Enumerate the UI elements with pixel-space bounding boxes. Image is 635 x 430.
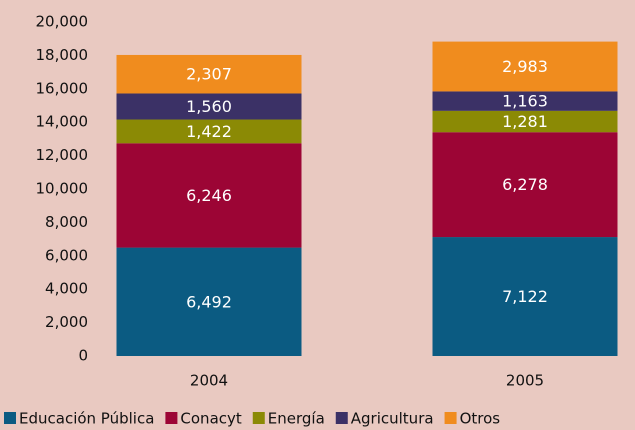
- y-tick-label: 4,000: [45, 280, 88, 298]
- value-label: 2,983: [502, 57, 548, 76]
- x-tick-label: 2005: [506, 372, 544, 390]
- bar-segment: [432, 110, 618, 133]
- x-tick-label: 2004: [190, 372, 228, 390]
- value-label: 6,492: [186, 292, 232, 311]
- y-tick-label: 14,000: [36, 113, 89, 131]
- legend-label: Educación Pública: [19, 410, 154, 428]
- legend-swatch: [4, 412, 16, 424]
- y-tick-label: 2,000: [45, 313, 88, 331]
- bar-segment: [116, 93, 302, 120]
- y-tick-label: 8,000: [45, 213, 88, 231]
- y-tick-label: 0: [78, 347, 88, 365]
- value-label: 1,281: [502, 112, 548, 131]
- value-label: 1,560: [186, 97, 232, 116]
- value-label: 1,163: [502, 92, 548, 111]
- legend-swatch: [165, 412, 178, 424]
- y-tick-label: 20,000: [36, 13, 89, 31]
- value-label: 6,246: [186, 186, 232, 205]
- value-label: 6,278: [502, 175, 548, 194]
- legend-swatch: [335, 412, 348, 424]
- y-tick-label: 12,000: [36, 146, 89, 164]
- bar-segment: [116, 54, 302, 94]
- value-label: 7,122: [502, 287, 548, 306]
- legend-label: Otros: [460, 410, 501, 428]
- bar-segment: [116, 119, 302, 144]
- y-tick-label: 16,000: [36, 79, 89, 97]
- legend-swatch: [252, 412, 265, 424]
- legend-label: Energía: [268, 410, 325, 428]
- legend-label: Agricultura: [351, 410, 434, 428]
- value-label: 1,422: [186, 122, 232, 141]
- y-tick-label: 6,000: [45, 246, 88, 264]
- y-tick-label: 10,000: [36, 180, 89, 198]
- value-label: 2,307: [186, 65, 232, 84]
- legend-swatch: [444, 412, 457, 424]
- legend-label: Conacyt: [180, 410, 241, 428]
- bar-segment: [432, 237, 618, 356]
- bar-segment: [116, 247, 302, 356]
- bar-segment: [432, 91, 618, 111]
- bar-segment: [432, 132, 618, 238]
- bar-segment: [432, 41, 618, 92]
- bar-segment: [116, 143, 302, 248]
- y-tick-label: 18,000: [36, 46, 89, 64]
